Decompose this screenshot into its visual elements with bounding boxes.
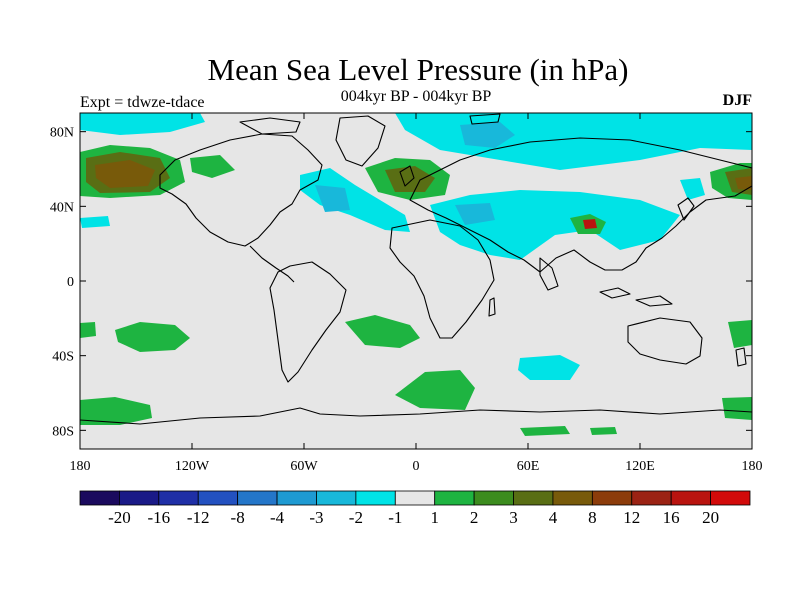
colorbar-label: -2 <box>349 508 363 527</box>
colorbar-label: -1 <box>388 508 402 527</box>
blue-region-mediterranean <box>455 203 495 225</box>
brown-region-bering <box>735 176 752 190</box>
lon-label: 60E <box>517 459 540 474</box>
colorbar-swatch <box>670 490 711 506</box>
colorbar-swatch <box>394 490 436 506</box>
lon-label: 60W <box>290 459 318 474</box>
green-region-south-pacific-west <box>80 322 96 338</box>
dark-green-region-europe <box>385 166 435 192</box>
colorbar-label: 16 <box>663 508 680 527</box>
coastline-indonesia <box>599 287 673 307</box>
coastline-south-america <box>269 261 347 383</box>
colorbar-label: 1 <box>430 508 439 527</box>
coastline-australia <box>627 317 703 365</box>
colorbar-swatch <box>276 490 317 506</box>
lon-label: 180 <box>742 459 763 474</box>
colorbar: -20 -16 -12 -8 -4 -3 -2 -1 1 2 3 4 8 12 16 20 <box>79 490 751 527</box>
season-label: DJF <box>722 92 752 109</box>
green-region-canada <box>190 155 235 178</box>
coastline-india <box>539 257 559 291</box>
cyan-region-arctic-west <box>80 113 205 135</box>
colorbar-swatch <box>513 490 554 506</box>
lat-label: 80S <box>52 424 74 439</box>
colorbar-label: 12 <box>623 508 640 527</box>
colorbar-label: 2 <box>470 508 479 527</box>
colorbar-label: 8 <box>588 508 597 527</box>
green-region-pacific-edge <box>728 320 752 348</box>
colorbar-swatch <box>237 490 278 506</box>
green-region-south-pacific <box>115 322 190 352</box>
colorbar-swatch <box>119 490 160 506</box>
colorbar-label: -8 <box>231 508 245 527</box>
cyan-region-pacific-west <box>80 216 110 228</box>
colorbar-swatch <box>197 490 239 506</box>
green-region-antarctic-strip <box>520 426 570 436</box>
colorbar-swatch <box>591 490 633 506</box>
cyan-region-asia <box>430 190 680 260</box>
colorbar-swatch <box>710 490 751 506</box>
green-region-southern-ocean <box>395 370 475 410</box>
colorbar-swatch <box>355 490 396 506</box>
coastlines <box>80 113 752 425</box>
coastline-japan <box>677 197 695 221</box>
coastline-antarctica <box>80 407 752 425</box>
green-region-antarctic-east <box>722 397 752 420</box>
chart-subtitle: 004kyr BP - 004kyr BP <box>340 88 492 105</box>
lon-label: 120E <box>625 459 655 474</box>
lat-label: 40N <box>50 200 74 215</box>
green-region-antarctic-west <box>80 397 152 425</box>
lon-label: 180 <box>70 459 91 474</box>
colorbar-label: 3 <box>509 508 518 527</box>
blue-region-arctic <box>460 122 515 148</box>
experiment-label: Expt = tdwze-tdace <box>80 94 205 111</box>
blue-region-north-atlantic <box>315 185 350 212</box>
coastline-africa <box>389 219 495 339</box>
lon-label: 0 <box>413 459 420 474</box>
chart-title: Mean Sea Level Pressure (in hPa) <box>207 52 629 87</box>
coastline-central-america <box>249 245 295 283</box>
cyan-region-south-indian <box>518 355 580 380</box>
colorbar-swatch <box>473 490 514 506</box>
colorbar-label: -20 <box>108 508 131 527</box>
cyan-region-north-atlantic <box>300 168 410 232</box>
pressure-anomaly-fields <box>80 113 752 436</box>
green-region-antarctic-small <box>590 427 617 435</box>
colorbar-swatch <box>434 490 475 506</box>
coastline-british-isles <box>399 165 415 187</box>
colorbar-label: 4 <box>549 508 558 527</box>
colorbar-swatch <box>158 490 199 506</box>
cyan-region-iceland-strip <box>680 178 705 200</box>
lon-label: 120W <box>175 459 210 474</box>
colorbar-label: -3 <box>309 508 323 527</box>
axis-ticks <box>79 113 753 449</box>
colorbar-label: 20 <box>702 508 719 527</box>
colorbar-label: -4 <box>270 508 285 527</box>
green-region-south-atlantic <box>345 315 420 348</box>
lat-label: 80N <box>50 126 74 141</box>
colorbar-swatch <box>79 490 120 506</box>
colorbar-label: -12 <box>187 508 210 527</box>
axis-labels: 80N 40N 0 40S 80S 180 120W 60W 0 60E 120E 180 <box>50 126 763 474</box>
coastline-greenland <box>335 115 386 167</box>
coastline-eurasia <box>409 137 752 273</box>
colorbar-label: -16 <box>147 508 170 527</box>
colorbar-swatch <box>552 490 593 506</box>
colorbar-swatch <box>316 490 357 506</box>
red-region-tibet <box>583 219 597 229</box>
coastline-madagascar <box>488 297 496 317</box>
brown-region-pacific <box>95 160 155 188</box>
lat-label: 40S <box>52 350 74 365</box>
coastline-new-zealand <box>735 347 747 367</box>
lat-label: 0 <box>67 275 74 290</box>
colorbar-swatch <box>631 490 672 506</box>
coastline-arctic-islands <box>239 113 501 135</box>
coastline-north-america <box>159 133 323 247</box>
